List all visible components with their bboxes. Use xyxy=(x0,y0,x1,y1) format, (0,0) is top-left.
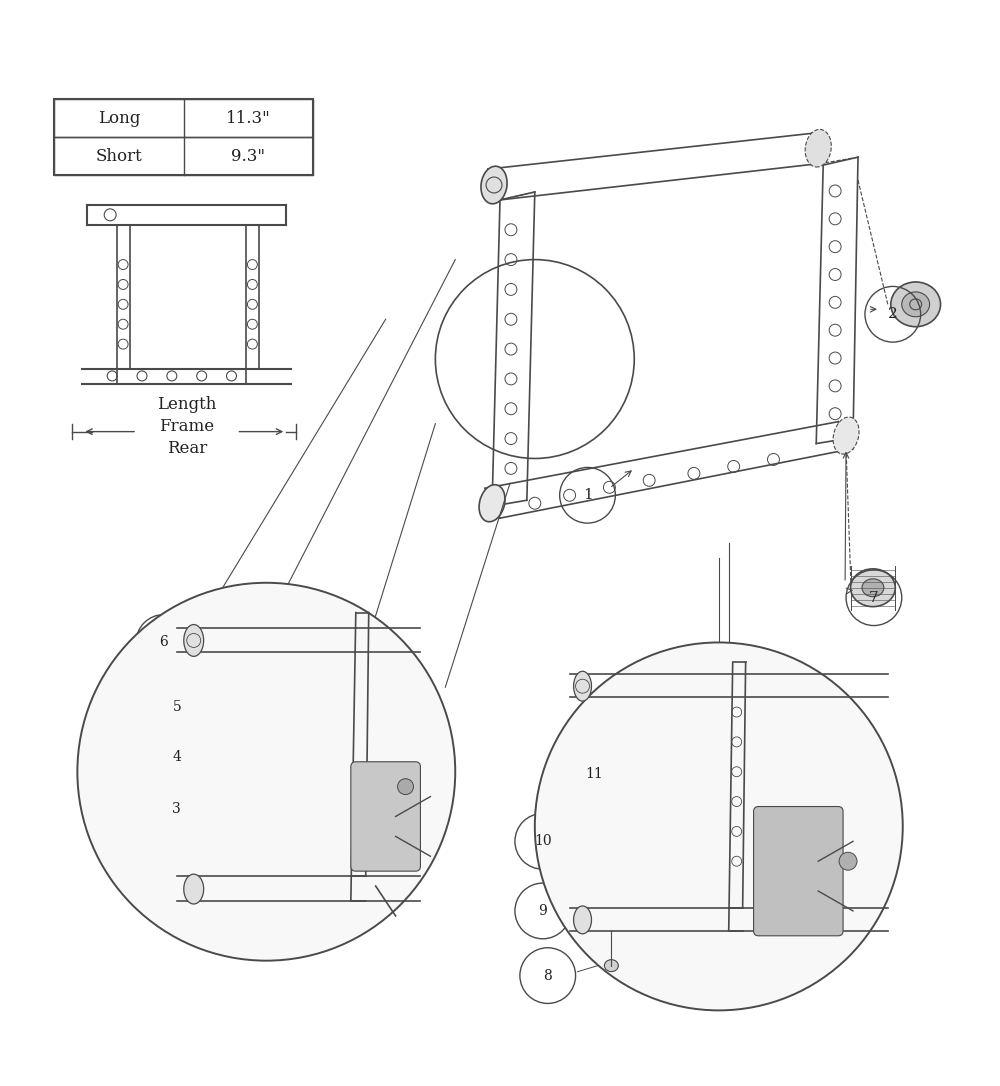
Text: Long: Long xyxy=(98,110,140,127)
Ellipse shape xyxy=(574,906,591,934)
Text: 9: 9 xyxy=(538,904,547,918)
Ellipse shape xyxy=(481,166,507,204)
Ellipse shape xyxy=(184,874,204,904)
Ellipse shape xyxy=(833,417,859,454)
Ellipse shape xyxy=(902,292,930,317)
Ellipse shape xyxy=(862,579,884,596)
FancyBboxPatch shape xyxy=(754,807,843,936)
Text: 5: 5 xyxy=(172,700,181,715)
Ellipse shape xyxy=(184,624,204,656)
Circle shape xyxy=(535,643,903,1010)
Text: 9.3": 9.3" xyxy=(231,148,265,165)
Ellipse shape xyxy=(574,671,591,702)
FancyBboxPatch shape xyxy=(351,761,420,871)
Text: 7: 7 xyxy=(869,591,879,605)
Text: 10: 10 xyxy=(534,834,552,848)
Text: 4: 4 xyxy=(172,749,181,763)
Text: Frame: Frame xyxy=(159,418,214,435)
Ellipse shape xyxy=(604,960,618,972)
Text: Rear: Rear xyxy=(167,440,207,457)
Text: 11.3": 11.3" xyxy=(226,110,271,127)
Ellipse shape xyxy=(851,569,895,607)
Text: 8: 8 xyxy=(543,969,552,983)
Circle shape xyxy=(77,583,455,961)
Ellipse shape xyxy=(479,484,505,521)
Text: Length: Length xyxy=(157,396,216,414)
Ellipse shape xyxy=(891,282,941,327)
Text: 3: 3 xyxy=(172,801,181,816)
Text: Short: Short xyxy=(96,148,143,165)
Circle shape xyxy=(839,853,857,870)
Circle shape xyxy=(398,779,413,795)
Text: 1: 1 xyxy=(583,489,592,502)
Text: 11: 11 xyxy=(586,767,603,781)
Text: 2: 2 xyxy=(888,307,898,321)
Text: 6: 6 xyxy=(160,635,168,649)
Ellipse shape xyxy=(805,129,831,167)
